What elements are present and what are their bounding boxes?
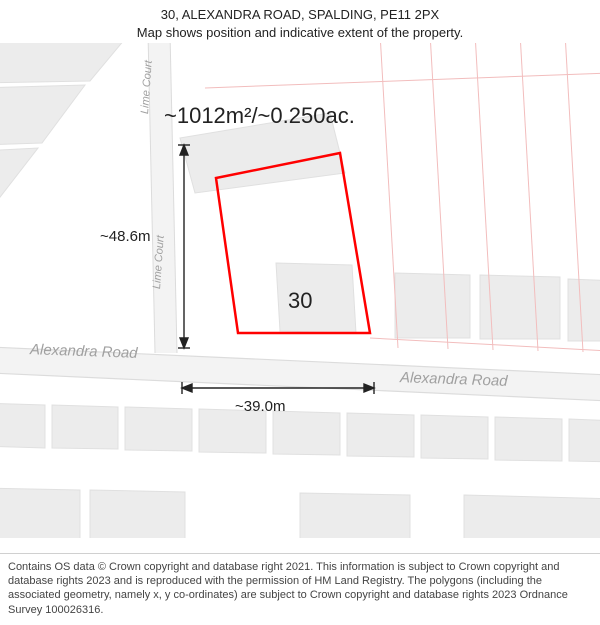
- subtitle-line: Map shows position and indicative extent…: [10, 24, 590, 42]
- header: 30, ALEXANDRA ROAD, SPALDING, PE11 2PX M…: [0, 0, 600, 43]
- address-line: 30, ALEXANDRA ROAD, SPALDING, PE11 2PX: [10, 6, 590, 24]
- dim-vertical-label: ~48.6m: [100, 228, 150, 245]
- buildings-top-left: [0, 43, 130, 223]
- dim-vertical: [178, 145, 190, 348]
- dim-horizontal-label: ~39.0m: [235, 398, 285, 415]
- buildings-above-road-right: [395, 273, 600, 341]
- house-number-label: 30: [288, 288, 312, 314]
- footer: Contains OS data © Crown copyright and d…: [0, 553, 600, 625]
- buildings-below-road: [0, 403, 600, 462]
- buildings-bottom: [0, 488, 600, 538]
- map: ~1012m²/~0.250ac. 30 ~48.6m ~39.0m Alexa…: [0, 43, 600, 538]
- area-label: ~1012m²/~0.250ac.: [164, 103, 355, 129]
- footer-text: Contains OS data © Crown copyright and d…: [8, 561, 568, 616]
